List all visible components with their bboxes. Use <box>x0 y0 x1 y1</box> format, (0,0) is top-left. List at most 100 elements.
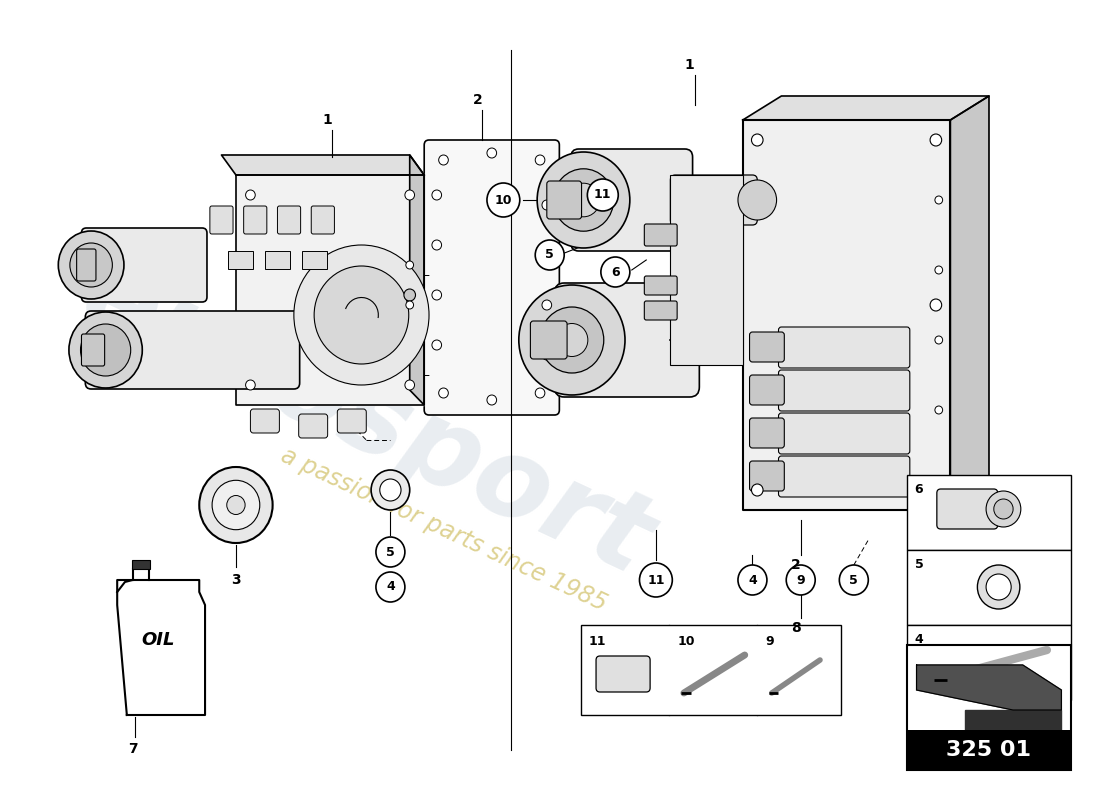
FancyBboxPatch shape <box>81 334 104 366</box>
FancyBboxPatch shape <box>779 456 910 497</box>
FancyBboxPatch shape <box>749 418 784 448</box>
Text: 10: 10 <box>678 635 694 648</box>
Circle shape <box>587 179 618 211</box>
FancyBboxPatch shape <box>670 175 757 225</box>
Circle shape <box>542 250 551 260</box>
Circle shape <box>432 240 441 250</box>
Circle shape <box>738 180 777 220</box>
Circle shape <box>978 565 1020 609</box>
FancyBboxPatch shape <box>906 730 1071 770</box>
Polygon shape <box>221 155 425 175</box>
FancyBboxPatch shape <box>906 550 1071 625</box>
Circle shape <box>199 467 273 543</box>
Circle shape <box>839 565 868 595</box>
Polygon shape <box>118 580 205 715</box>
FancyBboxPatch shape <box>311 206 334 234</box>
FancyBboxPatch shape <box>547 181 582 219</box>
Circle shape <box>568 183 600 217</box>
Circle shape <box>294 245 429 385</box>
Text: 10: 10 <box>495 194 513 206</box>
Circle shape <box>993 499 1013 519</box>
Text: 1: 1 <box>322 113 332 127</box>
FancyBboxPatch shape <box>645 301 678 320</box>
FancyBboxPatch shape <box>779 327 910 368</box>
Circle shape <box>786 565 815 595</box>
Circle shape <box>405 190 415 200</box>
Circle shape <box>601 257 630 287</box>
Circle shape <box>751 134 763 146</box>
Circle shape <box>487 183 520 217</box>
Text: 4: 4 <box>914 633 923 646</box>
FancyBboxPatch shape <box>596 656 650 692</box>
FancyBboxPatch shape <box>81 228 207 302</box>
Text: a passion for parts since 1985: a passion for parts since 1985 <box>277 444 610 616</box>
FancyBboxPatch shape <box>244 206 267 234</box>
Text: OIL: OIL <box>141 631 175 649</box>
FancyBboxPatch shape <box>749 461 784 491</box>
Circle shape <box>738 565 767 595</box>
Circle shape <box>537 152 630 248</box>
Text: 4: 4 <box>748 574 757 586</box>
Polygon shape <box>965 710 1062 730</box>
Circle shape <box>376 572 405 602</box>
Circle shape <box>519 285 625 395</box>
FancyBboxPatch shape <box>749 375 784 405</box>
Text: 2: 2 <box>472 93 482 107</box>
Circle shape <box>406 301 414 309</box>
Circle shape <box>379 479 401 501</box>
Circle shape <box>935 406 943 414</box>
Circle shape <box>487 395 496 405</box>
Text: 4: 4 <box>386 581 395 594</box>
Circle shape <box>639 563 672 597</box>
Circle shape <box>553 169 614 231</box>
Circle shape <box>212 480 260 530</box>
Text: 9: 9 <box>764 635 773 648</box>
Polygon shape <box>235 175 425 405</box>
Circle shape <box>69 312 142 388</box>
Circle shape <box>439 388 449 398</box>
Circle shape <box>315 266 409 364</box>
Circle shape <box>935 266 943 274</box>
Circle shape <box>931 299 942 311</box>
Circle shape <box>439 155 449 165</box>
Text: 5: 5 <box>914 558 923 571</box>
Polygon shape <box>742 96 989 120</box>
Circle shape <box>70 243 112 287</box>
Circle shape <box>80 324 131 376</box>
Circle shape <box>371 470 409 510</box>
Text: 6: 6 <box>610 266 619 278</box>
Circle shape <box>432 340 441 350</box>
Circle shape <box>487 148 496 158</box>
Text: 7: 7 <box>128 742 138 756</box>
FancyBboxPatch shape <box>77 249 96 281</box>
FancyBboxPatch shape <box>251 409 279 433</box>
Text: 5: 5 <box>546 249 554 262</box>
FancyBboxPatch shape <box>554 283 700 397</box>
Polygon shape <box>950 96 989 510</box>
Circle shape <box>986 491 1021 527</box>
Text: 1: 1 <box>685 58 694 72</box>
FancyBboxPatch shape <box>906 475 1071 550</box>
FancyBboxPatch shape <box>645 224 678 246</box>
FancyBboxPatch shape <box>571 149 693 251</box>
FancyBboxPatch shape <box>749 332 784 362</box>
Text: 325 01: 325 01 <box>946 740 1032 760</box>
Text: 8: 8 <box>791 621 801 635</box>
FancyBboxPatch shape <box>937 489 998 529</box>
FancyBboxPatch shape <box>779 370 910 411</box>
FancyBboxPatch shape <box>228 251 253 269</box>
Circle shape <box>751 484 763 496</box>
FancyBboxPatch shape <box>581 625 842 715</box>
FancyBboxPatch shape <box>906 645 1071 770</box>
FancyBboxPatch shape <box>277 206 300 234</box>
Text: 11: 11 <box>588 635 606 648</box>
FancyBboxPatch shape <box>86 311 299 389</box>
Circle shape <box>376 537 405 567</box>
Circle shape <box>404 289 416 301</box>
Circle shape <box>986 574 1011 600</box>
FancyBboxPatch shape <box>210 206 233 234</box>
Circle shape <box>405 380 415 390</box>
Circle shape <box>536 155 544 165</box>
Text: 6: 6 <box>914 483 923 496</box>
Circle shape <box>245 190 255 200</box>
